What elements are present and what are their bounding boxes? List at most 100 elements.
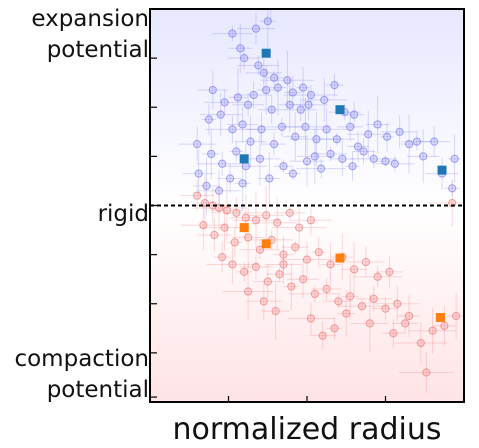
mean-marker — [239, 223, 249, 233]
data-point — [279, 260, 288, 269]
data-point — [416, 338, 425, 348]
data-point — [412, 137, 421, 146]
data-point — [222, 206, 232, 215]
data-point — [359, 147, 368, 156]
data-point — [273, 218, 282, 227]
data-point — [288, 169, 297, 178]
data-point — [194, 169, 203, 178]
data-point — [271, 307, 280, 316]
data-point — [320, 95, 329, 104]
data-point — [251, 24, 261, 33]
x-axis-label: normalized radius — [172, 412, 442, 447]
data-point — [269, 139, 279, 149]
data-point — [220, 98, 229, 107]
data-point — [301, 122, 310, 132]
data-point — [236, 44, 245, 53]
data-point — [310, 152, 319, 161]
data-point — [218, 159, 227, 168]
data-point — [295, 223, 304, 232]
data-point — [291, 243, 300, 252]
data-point — [262, 85, 271, 95]
data-point — [332, 135, 341, 144]
data-point — [251, 262, 261, 272]
data-point — [263, 277, 272, 286]
series-0 — [178, 0, 461, 215]
data-point — [348, 162, 357, 171]
data-point — [257, 125, 266, 134]
data-point — [204, 115, 213, 124]
data-point — [216, 110, 225, 119]
data-point — [251, 216, 261, 225]
data-point — [404, 311, 414, 321]
data-point — [265, 174, 274, 183]
data-point — [428, 326, 437, 335]
data-point — [255, 154, 264, 163]
data-point — [338, 154, 347, 163]
data-point — [241, 162, 250, 171]
data-point — [395, 127, 404, 136]
data-point — [306, 90, 316, 100]
data-point — [330, 324, 339, 333]
data-point — [381, 157, 390, 166]
data-point — [342, 309, 351, 318]
data-point — [361, 257, 370, 267]
data-point — [244, 287, 253, 296]
data-point — [228, 260, 237, 269]
mean-marker — [239, 154, 249, 164]
data-point — [277, 122, 286, 132]
data-point — [254, 61, 263, 70]
mean-marker — [437, 165, 447, 175]
series-3 — [239, 223, 445, 323]
data-point — [288, 88, 297, 97]
data-point — [357, 302, 367, 311]
data-point — [208, 85, 217, 95]
data-point — [244, 100, 253, 109]
data-point — [306, 216, 316, 225]
data-point — [228, 29, 237, 38]
data-point — [422, 368, 431, 377]
data-point — [232, 147, 241, 156]
data-point — [238, 120, 247, 129]
data-point — [259, 68, 268, 77]
data-point — [382, 132, 392, 141]
data-point — [393, 299, 402, 308]
data-point — [296, 105, 305, 114]
mean-marker — [435, 313, 445, 323]
data-point — [238, 179, 247, 188]
data-point — [279, 250, 288, 259]
data-point — [452, 311, 461, 321]
rigid-label: rigid — [97, 201, 149, 227]
data-point — [267, 0, 274, 7]
data-point — [373, 272, 382, 281]
data-point — [369, 154, 378, 163]
data-point — [228, 125, 237, 134]
data-point — [291, 132, 300, 141]
compaction-label-line2: potential — [46, 377, 149, 403]
plot-frame — [149, 8, 465, 403]
data-point — [302, 255, 312, 264]
series-2 — [239, 48, 447, 175]
data-point — [283, 76, 292, 85]
data-point — [246, 137, 255, 146]
data-point — [330, 81, 339, 90]
data-point — [364, 130, 373, 139]
data-point — [306, 314, 316, 323]
data-point — [404, 139, 414, 149]
mean-marker — [335, 253, 345, 263]
expansion-label-line1: expansion — [31, 6, 149, 32]
data-point — [244, 233, 253, 242]
data-point — [214, 186, 224, 195]
data-point — [202, 181, 211, 190]
data-point — [287, 282, 296, 291]
data-point — [273, 83, 283, 92]
data-point — [326, 260, 335, 269]
data-point — [322, 125, 331, 134]
data-point — [314, 248, 323, 257]
data-point — [304, 100, 313, 109]
data-point — [385, 267, 394, 276]
data-point — [430, 137, 439, 146]
data-point — [193, 191, 202, 200]
compaction-label-line1: compaction — [14, 346, 149, 372]
data-point — [193, 139, 202, 149]
